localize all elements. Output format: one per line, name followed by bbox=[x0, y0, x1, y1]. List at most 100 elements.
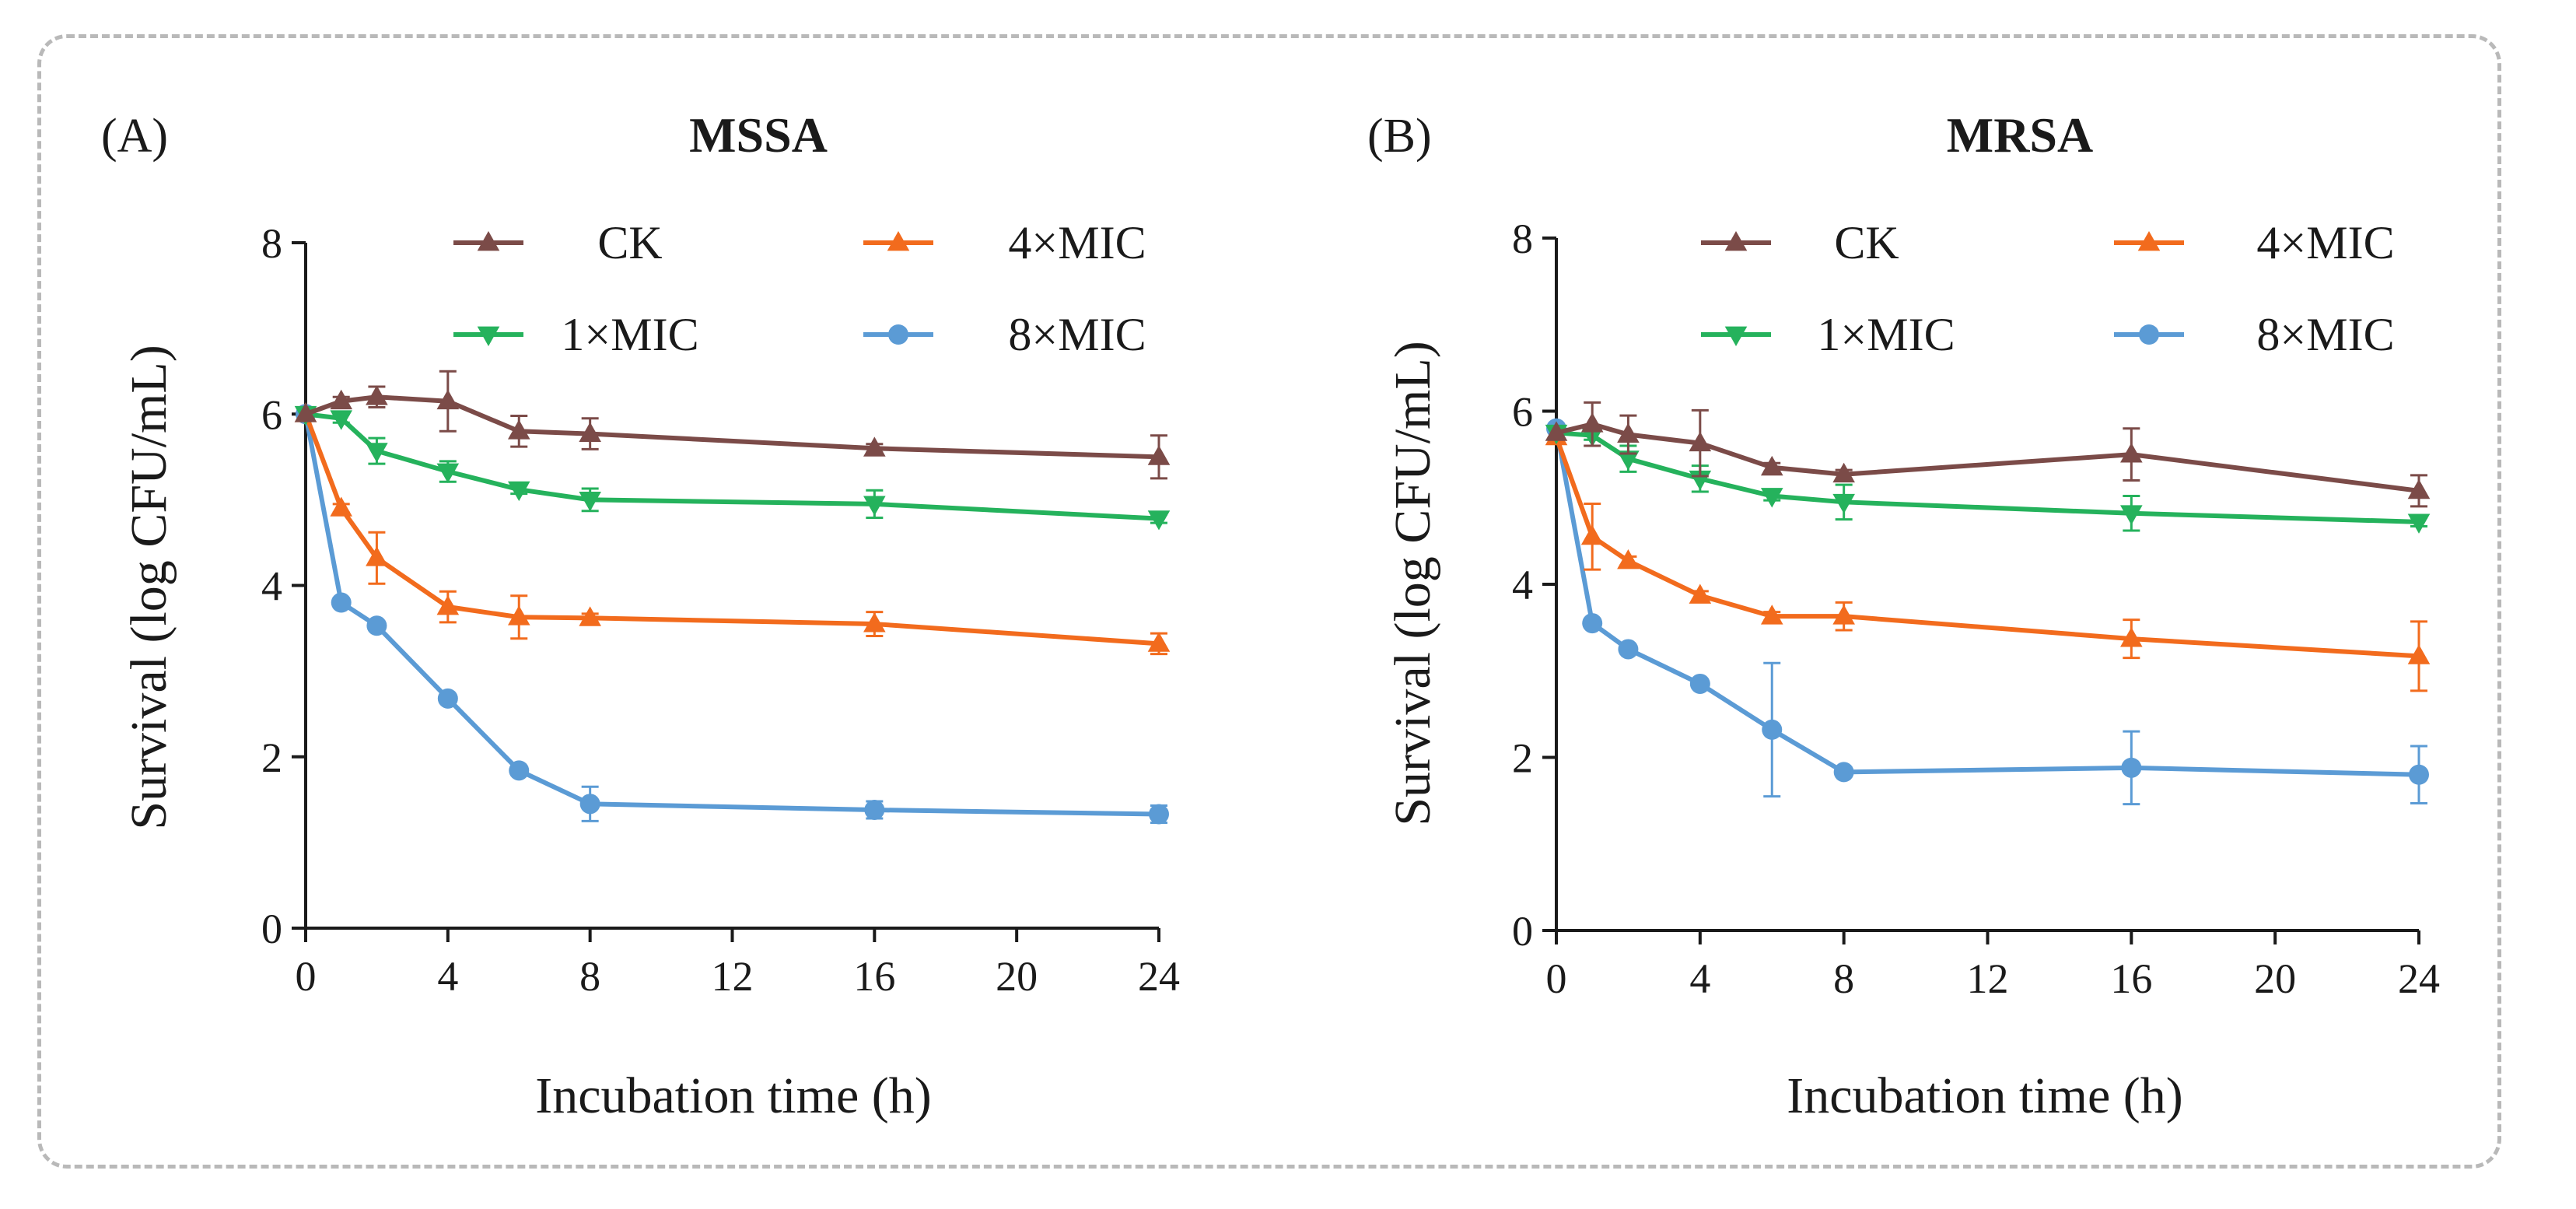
panel-a-ck-point bbox=[366, 385, 388, 405]
panel-b-series-8xmic bbox=[1546, 418, 2429, 806]
panel-a-8xmic-point bbox=[864, 800, 885, 821]
panel-a-ck-point bbox=[330, 389, 353, 410]
panel-a-8xmic-point bbox=[366, 615, 387, 636]
panel-b-ck-point bbox=[1545, 421, 1568, 441]
panel-a-title: MSSA bbox=[689, 107, 828, 163]
panel-b-x-tick-label: 4 bbox=[1689, 955, 1710, 1002]
panel-a-4xmic-point bbox=[579, 606, 601, 626]
panel-a-ck-point bbox=[294, 402, 317, 422]
panel-a-x-tick-label: 0 bbox=[296, 953, 317, 1000]
panel-a-x-tick-label: 20 bbox=[996, 953, 1038, 1000]
panel-a-legend-8xmic-label: 8×MIC bbox=[1008, 309, 1146, 360]
panel-a-1xmic-point bbox=[436, 463, 460, 483]
panel-b-y-tick-label: 4 bbox=[1512, 562, 1533, 608]
panel-b-y-tick-label: 0 bbox=[1512, 908, 1533, 955]
panel-b-8xmic-point bbox=[1833, 762, 1854, 783]
panel-b-xlabel: Incubation time (h) bbox=[1787, 1067, 2183, 1124]
panel-a-legend-1xmic-label: 1×MIC bbox=[561, 309, 698, 360]
panel-a-4xmic-point bbox=[507, 605, 530, 626]
panel-a-ck-line bbox=[304, 394, 1160, 460]
panel-a-ck-point bbox=[863, 436, 886, 457]
panel-a-4xmic-point bbox=[330, 496, 353, 517]
panel-a-8xmic-point bbox=[509, 760, 530, 781]
panel-b-y-tick-label: 2 bbox=[1512, 735, 1533, 782]
panel-a-x-tick-label: 8 bbox=[579, 953, 600, 1000]
panel-a-4xmic-point bbox=[436, 595, 460, 615]
panel-a-legend-ck-label: CK bbox=[597, 217, 662, 268]
panel-a-series-ck bbox=[294, 370, 1171, 480]
panel-a-8xmic-point bbox=[579, 794, 600, 815]
panel-a-8xmic-point bbox=[331, 592, 352, 613]
panel-b-4xmic-point bbox=[1689, 583, 1712, 604]
panel-b-ck-line bbox=[1556, 422, 2420, 493]
panel-b-1xmic-point bbox=[2120, 505, 2143, 525]
panel-b-8xmic-point bbox=[2409, 764, 2429, 785]
panel-b-4xmic-point bbox=[1760, 604, 1783, 625]
panel-a: (A) MSSA Incubation time (h) Survival (l… bbox=[101, 107, 1180, 1124]
panel-a-1xmic-point bbox=[1147, 510, 1171, 531]
panel-a-legend-1xmic-marker bbox=[477, 326, 500, 346]
panel-a-4xmic-point bbox=[863, 612, 886, 633]
panel-a-ck-point bbox=[1147, 445, 1171, 465]
panel-a-y-tick-label: 4 bbox=[261, 563, 282, 610]
panel-b-ck-point bbox=[1760, 455, 1783, 476]
panel-b-series-4xmic bbox=[1545, 425, 2431, 692]
panel-a-label: (A) bbox=[101, 110, 168, 163]
panel-a-y-tick-label: 0 bbox=[261, 906, 282, 952]
panel-b-4xmic-line bbox=[1554, 436, 2420, 659]
panel-b-legend-4xmic-label: 4×MIC bbox=[2256, 217, 2394, 268]
panel-b-1xmic-point bbox=[2407, 513, 2431, 534]
panel-b: (B) MRSA Incubation time (h) Survival (l… bbox=[1367, 107, 2440, 1124]
panel-a-ylabel: Survival (log CFU/mL) bbox=[121, 345, 177, 829]
panel-b-legend-4xmic-marker bbox=[2137, 231, 2161, 251]
panel-b-series-ck bbox=[1545, 401, 2431, 508]
panel-b-1xmic-point bbox=[1617, 450, 1640, 471]
panel-b-4xmic-point bbox=[2407, 644, 2431, 664]
panel-a-x-tick-label: 4 bbox=[437, 953, 458, 1000]
panel-b-legend-ck-label: CK bbox=[1834, 217, 1899, 268]
panel-a-y-tick-label: 2 bbox=[261, 734, 282, 781]
panel-a-series-1xmic bbox=[294, 405, 1171, 531]
panel-b-x-tick-label: 12 bbox=[1967, 955, 2009, 1002]
panel-a-xlabel: Incubation time (h) bbox=[535, 1067, 932, 1124]
panel-a-1xmic-point bbox=[330, 410, 353, 430]
panel-a-ck-point bbox=[436, 389, 460, 410]
panel-b-8xmic-point bbox=[1618, 639, 1639, 660]
panel-b-label: (B) bbox=[1367, 110, 1432, 163]
panel-b-8xmic-point bbox=[1762, 719, 1783, 740]
panel-b-x-tick-label: 8 bbox=[1833, 955, 1854, 1002]
panel-b-x-tick-label: 16 bbox=[2110, 955, 2152, 1002]
panel-a-ck-point bbox=[507, 419, 530, 440]
panel-b-title: MRSA bbox=[1947, 107, 2093, 163]
panel-a-8xmic-point bbox=[437, 688, 458, 709]
panel-b-8xmic-point bbox=[2121, 757, 2142, 778]
panel-a-4xmic-point bbox=[366, 546, 388, 566]
panel-b-y-tick-label: 6 bbox=[1512, 389, 1533, 436]
panel-a-legend-4xmic-label: 4×MIC bbox=[1008, 217, 1146, 268]
panel-a-ck-point bbox=[579, 422, 601, 442]
panel-b-4xmic-point bbox=[2120, 627, 2143, 647]
panel-b-ck-point bbox=[1580, 412, 1604, 433]
panel-b-1xmic-point bbox=[1760, 488, 1783, 508]
panel-b-4xmic-point bbox=[1580, 524, 1604, 545]
panel-a-8xmic-line bbox=[303, 413, 1160, 817]
panel-a-legend-ck-marker bbox=[477, 231, 500, 251]
panel-a-4xmic-line bbox=[303, 413, 1160, 647]
panel-b-ck-point bbox=[1617, 422, 1640, 443]
panel-a-legend: CK 4×MIC 1×MIC 8×MIC bbox=[453, 217, 1146, 360]
panel-b-x-tick-label: 24 bbox=[2398, 955, 2440, 1002]
panel-b-legend-ck-marker bbox=[1724, 231, 1748, 251]
panel-b-8xmic-line bbox=[1554, 428, 2420, 777]
panel-b-1xmic-line bbox=[1556, 430, 2420, 524]
panel-a-1xmic-point bbox=[507, 481, 530, 502]
panel-a-x-tick-label: 24 bbox=[1138, 953, 1180, 1000]
panel-a-1xmic-point bbox=[863, 496, 886, 516]
figure-frame bbox=[37, 34, 2501, 1169]
panel-a-y-tick-label: 8 bbox=[261, 220, 282, 267]
panel-a-y-tick-label: 6 bbox=[261, 391, 282, 438]
panel-b-4xmic-point bbox=[1832, 604, 1855, 625]
panel-a-1xmic-point bbox=[366, 443, 388, 463]
